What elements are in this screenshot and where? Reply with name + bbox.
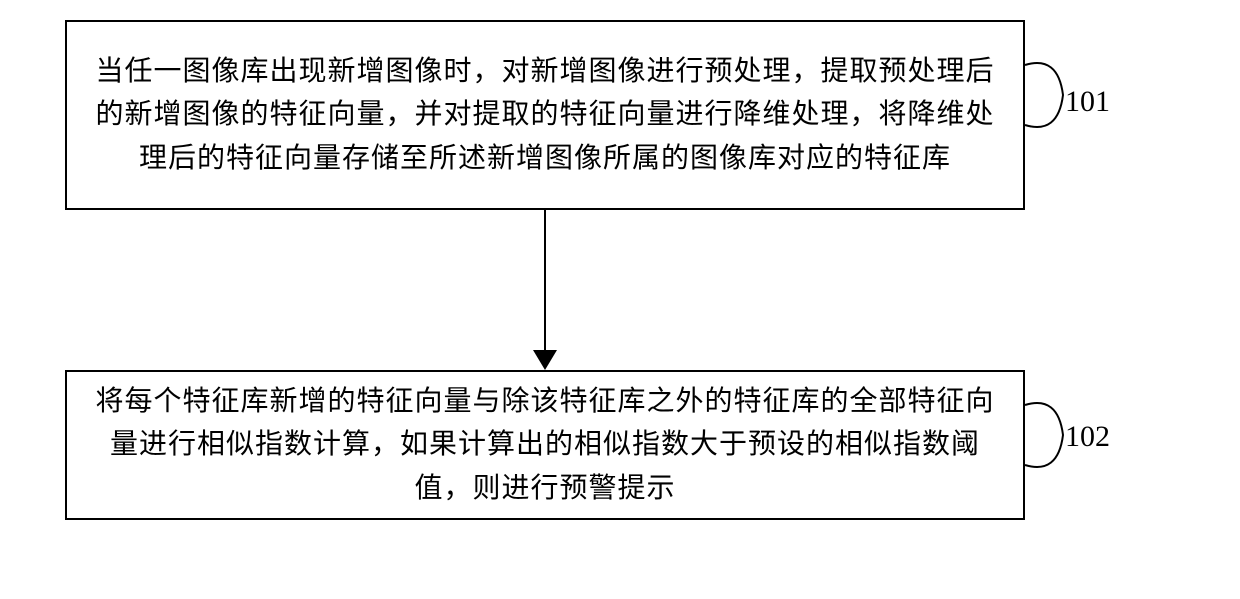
arrow-head [533,350,557,370]
arrow-line [544,210,546,355]
step-101-text: 当任一图像库出现新增图像时，对新增图像进行预处理，提取预处理后的新增图像的特征向… [91,50,999,180]
flowchart-arrow [540,210,550,370]
flowchart-step-101: 当任一图像库出现新增图像时，对新增图像进行预处理，提取预处理后的新增图像的特征向… [65,20,1025,210]
step-label-101: 101 [1065,85,1110,119]
flowchart-step-102: 将每个特征库新增的特征向量与除该特征库之外的特征库的全部特征向量进行相似指数计算… [65,370,1025,520]
step-label-102: 102 [1065,420,1110,454]
flowchart-container: 当任一图像库出现新增图像时，对新增图像进行预处理，提取预处理后的新增图像的特征向… [0,0,1240,599]
step-102-text: 将每个特征库新增的特征向量与除该特征库之外的特征库的全部特征向量进行相似指数计算… [91,380,999,510]
